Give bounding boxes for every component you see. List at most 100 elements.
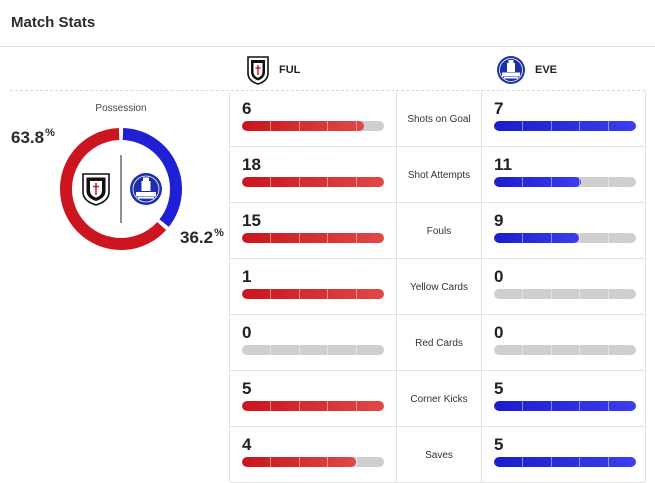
home-stat-value: 0 xyxy=(242,323,252,342)
bar-segment-divider xyxy=(270,345,272,355)
away-stat-value: 0 xyxy=(494,267,504,286)
bar-segment-divider xyxy=(298,233,300,243)
stat-row: 5 Corner Kicks 5 xyxy=(230,371,645,427)
bar-segment-divider xyxy=(579,401,581,411)
bar-segment-divider xyxy=(522,345,524,355)
away-team-header: EVE xyxy=(496,54,557,86)
bar-segment-divider xyxy=(327,233,329,243)
bar-segment-divider xyxy=(522,401,524,411)
away-stat-value: 5 xyxy=(494,435,504,454)
everton-crest-icon xyxy=(497,56,525,84)
away-stat-bar-fill xyxy=(494,121,636,131)
away-stat-bar xyxy=(494,401,636,411)
away-stat-value: 5 xyxy=(494,379,504,398)
bar-segment-divider xyxy=(522,233,524,243)
home-stat-value: 1 xyxy=(242,267,252,286)
home-team-header: FUL xyxy=(246,54,300,86)
bar-segment-divider xyxy=(298,457,300,467)
away-possession-arc xyxy=(122,128,182,227)
bar-segment-divider xyxy=(355,457,357,467)
stat-label: Red Cards xyxy=(415,337,463,349)
bar-segment-divider xyxy=(355,121,357,131)
away-stat-value: 0 xyxy=(494,323,504,342)
row-divider xyxy=(230,202,645,203)
stat-row: 1 Yellow Cards 0 xyxy=(230,259,645,315)
bar-segment-divider xyxy=(270,401,272,411)
bar-segment-divider xyxy=(270,177,272,187)
bar-segment-divider xyxy=(327,289,329,299)
home-stat-bar xyxy=(242,345,384,355)
away-stat-bar-fill xyxy=(494,457,636,467)
home-stat-value: 6 xyxy=(242,99,252,118)
home-stat-bar-fill xyxy=(242,233,384,243)
away-stat-bar xyxy=(494,457,636,467)
panel-title: Match Stats xyxy=(11,14,96,31)
away-stat-bar xyxy=(494,289,636,299)
column-divider xyxy=(645,91,646,482)
away-stat-bar-fill xyxy=(494,177,609,187)
stat-row: 0 Red Cards 0 xyxy=(230,315,645,371)
stat-label: Saves xyxy=(425,449,453,461)
away-stat-value: 9 xyxy=(494,211,504,230)
bar-segment-divider xyxy=(607,401,609,411)
bar-segment-divider xyxy=(607,177,609,187)
possession-label: Possession xyxy=(95,103,147,114)
bar-segment-divider xyxy=(270,121,272,131)
bar-segment-divider xyxy=(270,233,272,243)
bar-segment-divider xyxy=(355,401,357,411)
bar-segment-divider xyxy=(327,457,329,467)
stat-label: Shots on Goal xyxy=(407,113,471,125)
bar-segment-divider xyxy=(579,177,581,187)
home-stat-bar xyxy=(242,121,384,131)
fulham-crest-icon xyxy=(82,173,110,206)
column-divider xyxy=(229,91,230,482)
home-stat-bar-fill xyxy=(242,177,384,187)
away-possession-value: 36.2% xyxy=(180,227,224,247)
bar-segment-divider xyxy=(298,401,300,411)
home-stat-bar-fill xyxy=(242,457,357,467)
bar-segment-divider xyxy=(579,121,581,131)
row-divider xyxy=(230,258,645,259)
bar-segment-divider xyxy=(298,289,300,299)
bar-segment-divider xyxy=(579,457,581,467)
bar-segment-divider xyxy=(550,177,552,187)
home-stat-bar-fill xyxy=(242,289,384,299)
bar-segment-divider xyxy=(579,345,581,355)
home-stat-value: 18 xyxy=(242,155,261,174)
bar-segment-divider xyxy=(607,345,609,355)
away-stat-bar-fill xyxy=(494,401,636,411)
bar-segment-divider xyxy=(579,289,581,299)
away-stat-value: 11 xyxy=(494,155,512,174)
row-divider xyxy=(230,426,645,427)
home-stat-value: 5 xyxy=(242,379,252,398)
column-divider xyxy=(481,91,482,482)
bar-segment-divider xyxy=(522,457,524,467)
title-divider xyxy=(0,46,655,47)
row-divider xyxy=(230,370,645,371)
bar-segment-divider xyxy=(298,345,300,355)
home-stat-bar xyxy=(242,457,384,467)
bar-segment-divider xyxy=(522,177,524,187)
away-stat-bar-fill xyxy=(494,233,609,243)
bar-segment-divider xyxy=(579,233,581,243)
home-stat-value: 4 xyxy=(242,435,252,454)
stat-row: 15 Fouls 9 xyxy=(230,203,645,259)
fulham-crest-icon xyxy=(247,56,269,85)
bar-segment-divider xyxy=(355,289,357,299)
bar-segment-divider xyxy=(298,177,300,187)
bar-segment-divider xyxy=(607,289,609,299)
home-stat-bar xyxy=(242,233,384,243)
bar-segment-divider xyxy=(607,233,609,243)
bar-segment-divider xyxy=(607,457,609,467)
bar-segment-divider xyxy=(550,457,552,467)
home-stat-bar-fill xyxy=(242,121,365,131)
away-stat-bar xyxy=(494,233,636,243)
stat-row: 4 Saves 5 xyxy=(230,427,645,483)
stat-label: Fouls xyxy=(426,225,452,237)
bar-segment-divider xyxy=(298,121,300,131)
stat-row: 6 Shots on Goal 7 xyxy=(230,91,645,147)
row-divider xyxy=(230,146,645,147)
bar-segment-divider xyxy=(355,177,357,187)
bar-segment-divider xyxy=(550,233,552,243)
bar-segment-divider xyxy=(355,345,357,355)
